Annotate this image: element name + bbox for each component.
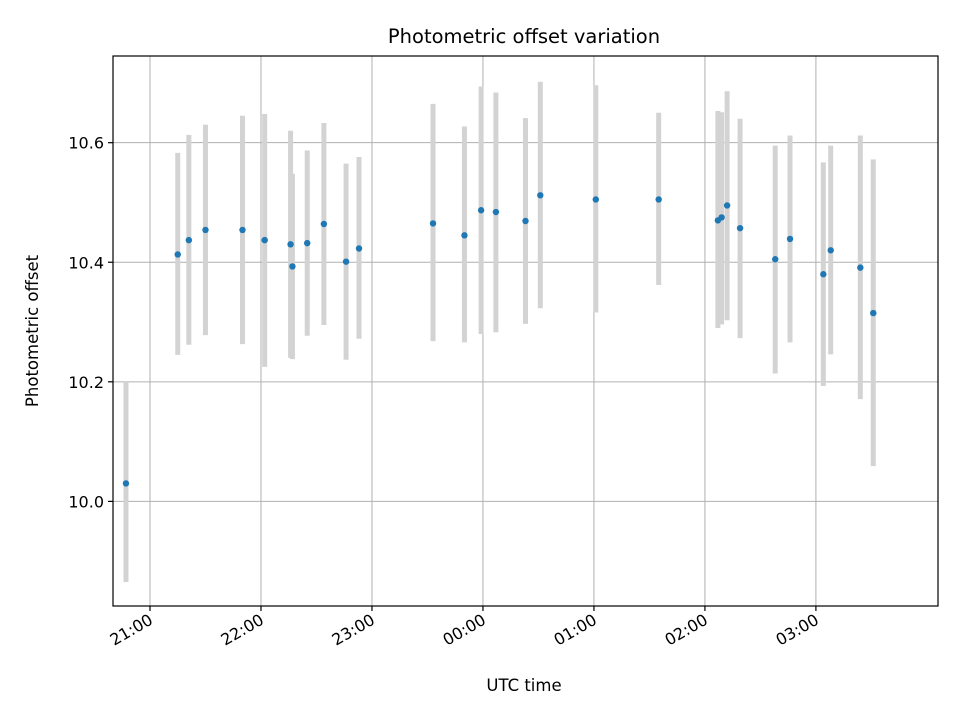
data-point	[185, 236, 193, 244]
data-point	[477, 207, 485, 214]
data-point	[461, 232, 468, 239]
data-point	[261, 236, 268, 244]
data-point	[857, 264, 864, 271]
data-point	[492, 208, 500, 216]
chart-title: Photometric offset variation	[388, 25, 660, 48]
data-point	[239, 226, 246, 234]
y-axis-label: Photometric offset	[23, 254, 42, 407]
data-point	[718, 214, 725, 221]
data-point	[827, 247, 834, 254]
data-point	[429, 220, 437, 227]
data-point	[592, 196, 599, 203]
data-point	[870, 309, 877, 317]
data-point	[522, 217, 529, 225]
data-points	[122, 192, 877, 487]
x-axis-label: UTC time	[486, 676, 561, 695]
y-tick-label: 10.0	[68, 492, 104, 511]
data-point	[320, 220, 328, 228]
data-point	[289, 263, 296, 270]
y-tick-label: 10.2	[68, 373, 104, 392]
data-point	[287, 241, 294, 248]
data-point	[655, 196, 662, 203]
data-point	[174, 251, 181, 258]
data-point	[304, 239, 311, 247]
y-tick-label: 10.6	[68, 134, 104, 153]
data-point	[537, 192, 544, 199]
data-point	[355, 245, 363, 252]
y-axis-ticks: 10.0 10.2 10.4 10.6	[68, 134, 113, 511]
y-tick-label: 10.4	[68, 253, 104, 272]
data-point	[820, 271, 827, 278]
data-point	[122, 480, 130, 487]
data-point	[202, 226, 209, 234]
data-point	[342, 258, 350, 265]
data-point	[772, 256, 779, 263]
data-point	[786, 235, 794, 243]
data-point	[723, 202, 731, 209]
data-point	[736, 224, 744, 232]
plot-frame	[112, 55, 939, 607]
